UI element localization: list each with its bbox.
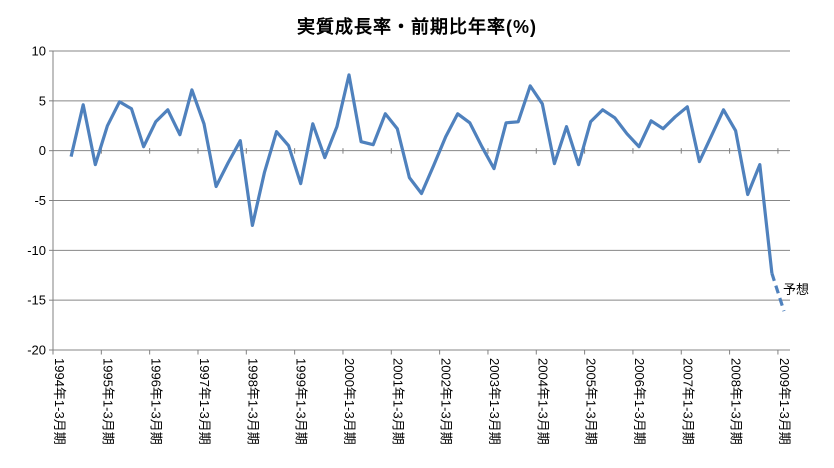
x-axis-label: 1994年1-3月期	[52, 358, 67, 445]
y-axis-label: -20	[27, 343, 46, 358]
x-axis-label: 2006年1-3月期	[632, 358, 647, 445]
x-axis-label: 1999年1-3月期	[294, 358, 309, 445]
x-axis-label: 2009年1-3月期	[777, 358, 792, 445]
x-axis-label: 1995年1-3月期	[100, 358, 115, 445]
x-axis-label: 1998年1-3月期	[245, 358, 260, 445]
x-axis-label: 1996年1-3月期	[149, 358, 164, 445]
y-axis-label: 10	[32, 44, 46, 59]
x-axis-label: 2001年1-3月期	[390, 358, 405, 445]
y-axis-label: 0	[39, 143, 46, 158]
x-axis-label: 2008年1-3月期	[729, 358, 744, 445]
x-axis-label: 2000年1-3月期	[342, 358, 357, 445]
forecast-annotation: 予想	[783, 282, 810, 297]
x-axis-label: 2007年1-3月期	[680, 358, 695, 445]
x-axis-label: 2002年1-3月期	[439, 358, 454, 445]
y-axis-label: -15	[27, 293, 46, 308]
chart-title: 実質成長率・前期比年率(%)	[297, 17, 537, 37]
x-axis-label: 2003年1-3月期	[487, 358, 502, 445]
x-axis-label: 2005年1-3月期	[584, 358, 599, 445]
y-axis-label: -10	[27, 243, 46, 258]
forecast-dashed-line	[770, 272, 786, 312]
y-axis-label: -5	[34, 193, 46, 208]
growth-rate-line	[69, 73, 774, 274]
y-axis-label: 5	[39, 93, 46, 108]
x-axis-label: 1997年1-3月期	[197, 358, 212, 445]
x-axis-label: 2004年1-3月期	[535, 358, 550, 445]
